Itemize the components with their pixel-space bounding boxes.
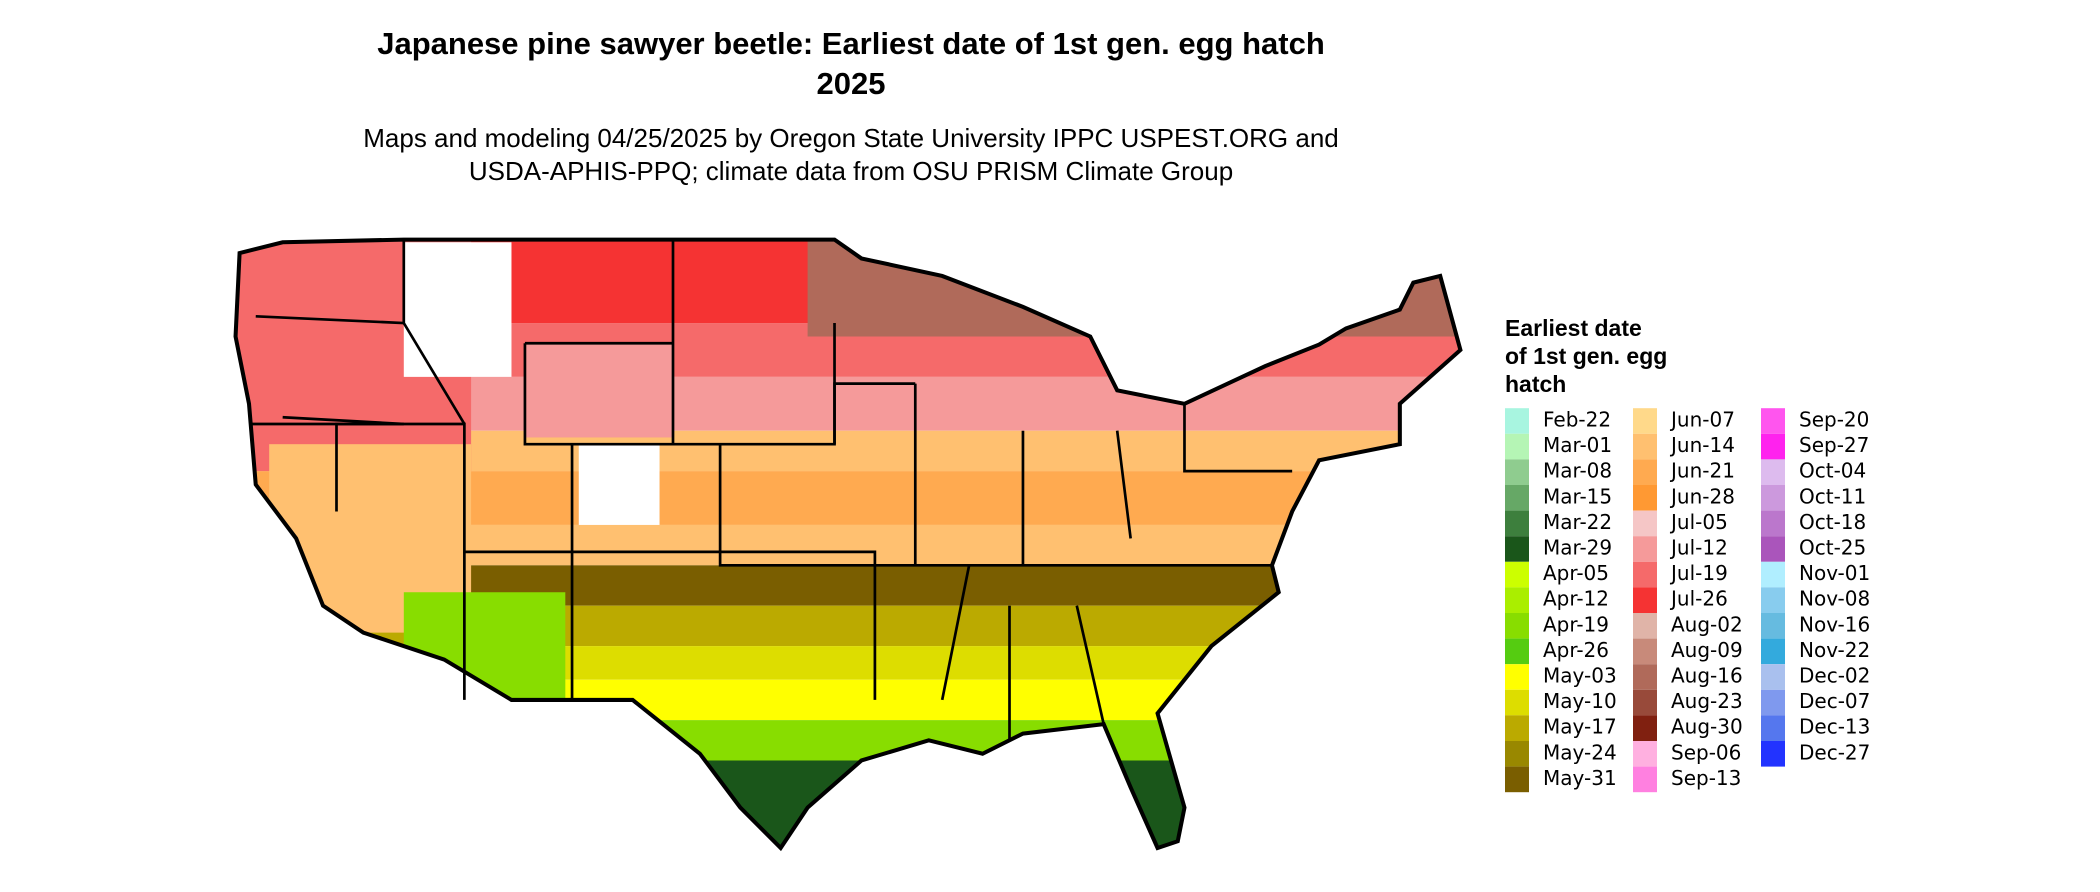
legend-label: Jul-26 xyxy=(1669,587,1728,611)
header: Japanese pine sawyer beetle: Earliest da… xyxy=(363,26,1339,186)
legend-label: Aug-23 xyxy=(1671,689,1743,713)
legend-swatch xyxy=(1761,689,1785,716)
subtitle: Maps and modeling 04/25/2025 by Oregon S… xyxy=(363,123,1339,153)
legend-label: May-10 xyxy=(1543,689,1617,713)
legend-label: Apr-05 xyxy=(1543,561,1609,585)
legend-swatch xyxy=(1505,587,1529,613)
legend-swatch xyxy=(1633,485,1657,511)
legend-swatch xyxy=(1761,638,1785,665)
legend-label: Aug-16 xyxy=(1671,664,1743,688)
legend-swatch xyxy=(1761,715,1785,741)
legend-swatch xyxy=(1633,408,1657,434)
legend-label: Sep-20 xyxy=(1799,408,1869,432)
legend-swatch xyxy=(1633,741,1657,767)
legend-label: Jun-14 xyxy=(1669,433,1735,457)
legend-swatch xyxy=(1505,510,1529,537)
legend-label: Sep-13 xyxy=(1671,766,1741,790)
legend-swatch xyxy=(1505,485,1529,511)
legend-label: Dec-13 xyxy=(1799,715,1870,739)
legend-swatch xyxy=(1761,433,1785,460)
legend-label: Aug-02 xyxy=(1671,612,1743,636)
legend-label: Jul-19 xyxy=(1669,561,1728,585)
legend-label: Nov-22 xyxy=(1799,638,1870,662)
legend-swatch xyxy=(1633,510,1657,537)
legend-swatch xyxy=(1633,715,1657,741)
legend-label: Jul-05 xyxy=(1669,510,1728,534)
legend-label: Mar-22 xyxy=(1543,510,1612,534)
map xyxy=(202,202,1494,868)
legend-swatch xyxy=(1633,638,1657,665)
legend-swatch xyxy=(1761,741,1785,767)
legend-swatch xyxy=(1761,561,1785,588)
legend-swatch xyxy=(1633,561,1657,588)
legend-label: Nov-08 xyxy=(1799,587,1870,611)
legend-label: Aug-09 xyxy=(1671,638,1743,662)
legend-label: Oct-04 xyxy=(1799,459,1866,483)
legend-label: Mar-15 xyxy=(1543,484,1612,508)
legend-swatch xyxy=(1761,408,1785,434)
legend-label: Apr-26 xyxy=(1543,638,1609,662)
legend-label: Jul-12 xyxy=(1669,536,1728,560)
legend-swatch xyxy=(1505,664,1529,690)
legend-swatch xyxy=(1633,613,1657,639)
legend-label: Dec-02 xyxy=(1799,664,1870,688)
legend-swatch xyxy=(1505,689,1529,716)
legend-label: Oct-11 xyxy=(1799,484,1866,508)
subtitle: USDA-APHIS-PPQ; climate data from OSU PR… xyxy=(469,156,1233,186)
legend-swatch xyxy=(1633,766,1657,793)
legend-label: Mar-08 xyxy=(1543,459,1612,483)
legend-label: Mar-01 xyxy=(1543,433,1612,457)
legend-label: Feb-22 xyxy=(1543,408,1611,432)
legend-swatch xyxy=(1505,741,1529,767)
legend-label: Oct-18 xyxy=(1799,510,1866,534)
legend-label: Sep-06 xyxy=(1671,740,1741,764)
legend-label: Mar-29 xyxy=(1543,536,1612,560)
legend-swatch xyxy=(1633,536,1657,562)
legend-swatch xyxy=(1761,536,1785,562)
legend-swatch xyxy=(1761,459,1785,485)
legend-title: Earliest date xyxy=(1505,315,1642,341)
legend-label: Aug-30 xyxy=(1671,715,1743,739)
legend-label: Nov-16 xyxy=(1799,612,1870,636)
legend-label: Dec-07 xyxy=(1799,689,1870,713)
legend-label: May-03 xyxy=(1543,664,1617,688)
legend-swatch xyxy=(1633,587,1657,613)
legend-label: Apr-12 xyxy=(1543,587,1609,611)
legend-label: May-31 xyxy=(1543,766,1617,790)
legend-label: May-17 xyxy=(1543,715,1617,739)
legend-label: Jun-28 xyxy=(1669,484,1735,508)
legend-swatch xyxy=(1505,766,1529,793)
legend-swatch xyxy=(1761,613,1785,639)
title: 2025 xyxy=(817,66,886,101)
legend-swatch xyxy=(1505,536,1529,562)
legend-swatch xyxy=(1633,664,1657,690)
legend-swatch xyxy=(1505,561,1529,588)
legend-label: Apr-19 xyxy=(1543,612,1609,636)
legend-swatch xyxy=(1761,485,1785,511)
legend-label: Dec-27 xyxy=(1799,740,1870,764)
legend-label: Jun-21 xyxy=(1669,459,1735,483)
legend-swatch xyxy=(1633,433,1657,460)
legend-swatch xyxy=(1761,664,1785,690)
legend-swatch xyxy=(1505,613,1529,639)
legend-label: Oct-25 xyxy=(1799,536,1866,560)
legend-label: Nov-01 xyxy=(1799,561,1870,585)
legend-label: May-24 xyxy=(1543,740,1617,764)
legend-swatch xyxy=(1761,587,1785,613)
legend-title: hatch xyxy=(1505,371,1566,397)
legend-swatch xyxy=(1505,638,1529,665)
legend-swatch xyxy=(1505,408,1529,434)
title: Japanese pine sawyer beetle: Earliest da… xyxy=(377,26,1325,61)
legend-swatch xyxy=(1633,459,1657,485)
legend-label: Jun-07 xyxy=(1669,408,1735,432)
legend-swatch xyxy=(1761,510,1785,537)
legend-swatch xyxy=(1505,459,1529,485)
legend-swatch xyxy=(1505,715,1529,741)
legend-swatch xyxy=(1505,433,1529,460)
legend-label: Sep-27 xyxy=(1799,433,1869,457)
legend-title: of 1st gen. egg xyxy=(1505,343,1667,369)
legend-swatch xyxy=(1633,689,1657,716)
